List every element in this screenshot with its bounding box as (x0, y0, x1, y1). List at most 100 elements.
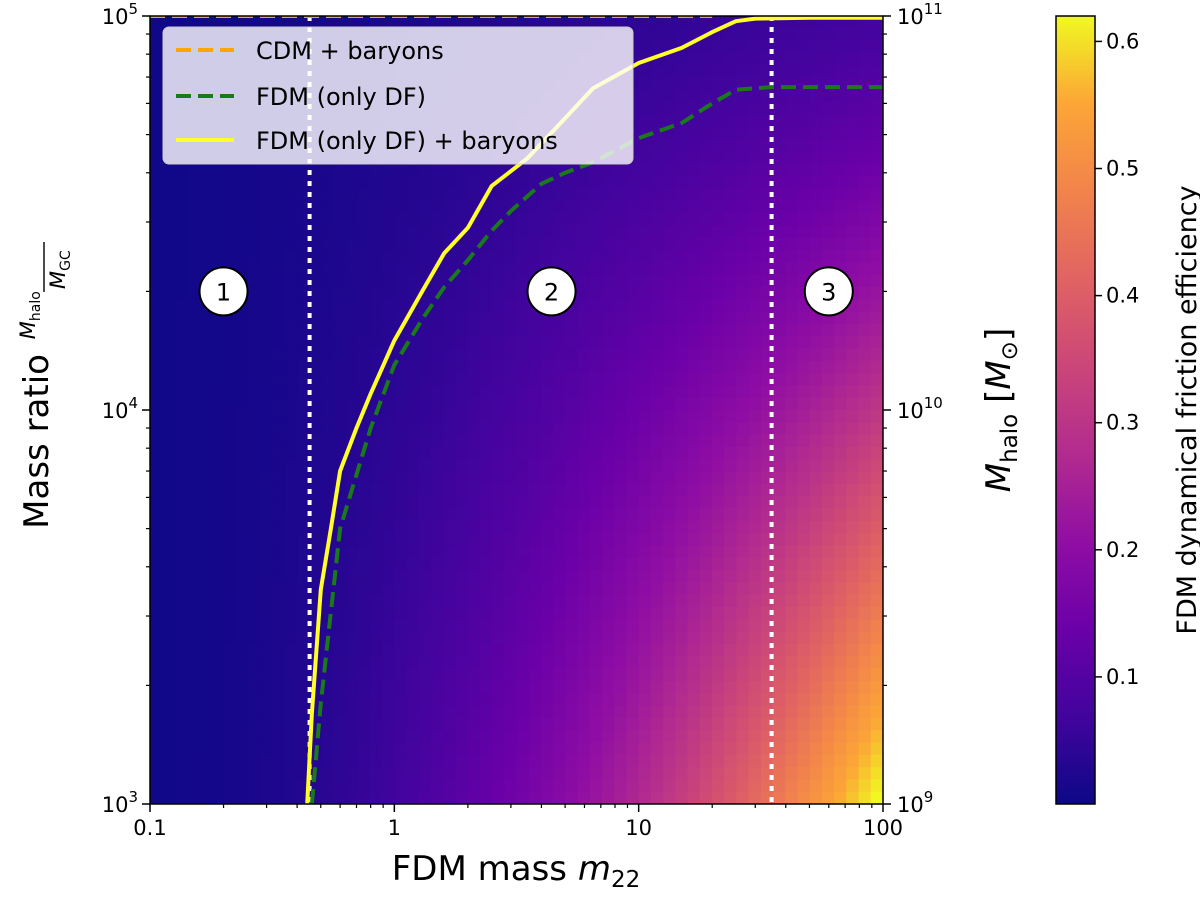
heatmap-cell (235, 213, 249, 226)
heatmap-cell (296, 410, 310, 423)
heatmap-cell (198, 16, 212, 29)
heatmap-cell (565, 705, 579, 719)
heatmap-cell (724, 508, 737, 522)
heatmap-cell (540, 508, 554, 522)
heatmap-cell (186, 754, 200, 768)
heatmap-cell (663, 730, 676, 744)
heatmap-cell (687, 163, 701, 177)
heatmap-cell (638, 274, 652, 288)
heatmap-cell (357, 545, 371, 559)
heatmap-cell (443, 668, 457, 682)
heatmap-cell (162, 385, 176, 399)
heatmap-cell (834, 619, 847, 633)
heatmap-cell (382, 311, 395, 325)
heatmap-cell (528, 767, 542, 780)
heatmap-cell (418, 323, 432, 337)
heatmap-cell (870, 176, 883, 189)
heatmap-cell (492, 262, 505, 276)
heatmap-cell (223, 557, 237, 571)
heatmap-cell (174, 767, 188, 780)
heatmap-cell (602, 496, 615, 510)
heatmap-cell (626, 582, 640, 596)
heatmap-cell (663, 619, 676, 633)
heatmap-cell (553, 385, 566, 399)
heatmap-cell (650, 779, 664, 793)
heatmap-cell (333, 582, 347, 596)
heatmap-cell (553, 791, 566, 804)
heatmap-cell (296, 299, 310, 313)
heatmap-cell (479, 594, 493, 608)
heatmap-cell (773, 40, 786, 54)
heatmap-cell (650, 16, 664, 29)
heatmap-cell (773, 410, 786, 423)
heatmap-cell (589, 582, 603, 596)
heatmap-cell (504, 16, 518, 29)
heatmap-cell (650, 791, 664, 804)
heatmap-cell (296, 643, 310, 657)
heatmap-cell (736, 570, 750, 583)
heatmap-cell (675, 89, 689, 103)
heatmap-cell (565, 557, 579, 571)
heatmap-cell (773, 742, 786, 756)
heatmap-cell (821, 693, 835, 707)
heatmap-cell (589, 225, 603, 239)
heatmap-cell (809, 446, 823, 460)
heatmap-cell (162, 348, 176, 362)
heatmap-cell (162, 693, 176, 707)
heatmap-cell (259, 446, 273, 460)
heatmap-cell (589, 631, 603, 645)
heatmap-cell (638, 754, 652, 768)
heatmap-cell (809, 779, 823, 793)
heatmap-cell (553, 582, 566, 596)
heatmap-cell (821, 373, 835, 386)
heatmap-cell (528, 754, 542, 768)
heatmap-cell (626, 471, 640, 485)
heatmap-cell (736, 52, 750, 66)
heatmap-cell (846, 730, 860, 744)
heatmap-cell (296, 422, 310, 436)
heatmap-cell (186, 410, 200, 423)
heatmap-cell (223, 16, 237, 29)
heatmap-cell (675, 742, 689, 756)
heatmap-cell (834, 40, 847, 54)
heatmap-cell (663, 360, 676, 374)
heatmap-cell (870, 102, 883, 116)
heatmap-cell (687, 483, 701, 497)
heatmap-cell (553, 730, 566, 744)
heatmap-cell (516, 348, 530, 362)
heatmap-cell (259, 767, 273, 780)
heatmap-cell (785, 262, 799, 276)
heatmap-cell (675, 151, 689, 165)
heatmap-cell (846, 668, 860, 682)
heatmap-cell (858, 520, 872, 534)
heatmap-cell (492, 163, 505, 177)
heatmap-cell (357, 520, 371, 534)
heatmap-cell (198, 471, 212, 485)
heatmap-cell (650, 570, 664, 583)
heatmap-cell (235, 459, 249, 473)
heatmap-cell (614, 693, 628, 707)
heatmap-cell (443, 422, 457, 436)
heatmap-cell (711, 483, 725, 497)
heatmap-cell (504, 434, 518, 448)
heatmap-cell (577, 274, 591, 288)
heatmap-cell (321, 742, 334, 756)
heatmap-cell (821, 459, 835, 473)
heatmap-cell (443, 594, 457, 608)
heatmap-cell (479, 520, 493, 534)
heatmap-cell (846, 28, 860, 42)
heatmap-cell (272, 373, 285, 386)
heatmap-cell (675, 607, 689, 620)
heatmap-cell (321, 410, 334, 423)
heatmap-cell (321, 693, 334, 707)
heatmap-cell (382, 791, 395, 804)
heatmap-cell (540, 348, 554, 362)
heatmap-cell (797, 188, 811, 202)
heatmap-cell (724, 65, 737, 79)
heatmap-cell (174, 213, 188, 226)
heatmap-cell (430, 188, 444, 202)
heatmap-cell (357, 249, 371, 263)
heatmap-cell (259, 249, 273, 263)
heatmap-cell (516, 791, 530, 804)
heatmap-cell (736, 237, 750, 251)
